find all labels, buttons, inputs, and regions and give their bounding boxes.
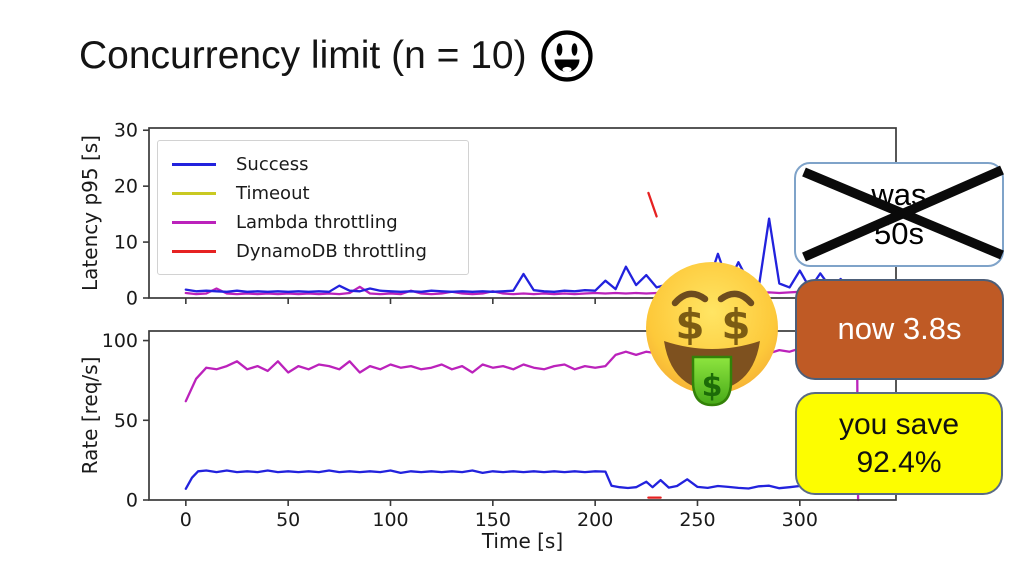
legend-label: Success (236, 154, 309, 175)
smiley-open-mouth-icon (540, 30, 593, 82)
y-tick-label: 0 (126, 490, 138, 512)
legend-label: Timeout (236, 183, 310, 204)
x-tick-label: 50 (276, 509, 300, 531)
legend-line-swatch (172, 221, 216, 224)
legend-line-swatch (172, 250, 216, 253)
legend-item-lambda-throttling: Lambda throttling (172, 208, 456, 237)
chart-legend: Success Timeout Lambda throttling DynamoDB … (157, 140, 469, 275)
legend-item-timeout: Timeout (172, 179, 456, 208)
svg-text:$: $ (675, 300, 704, 349)
cross-out-x-icon (802, 165, 1004, 262)
y-tick-label: 10 (114, 232, 138, 254)
x-tick-label: 150 (475, 509, 511, 531)
y-tick-label: 30 (114, 120, 138, 142)
legend-label: Lambda throttling (236, 212, 398, 233)
x-axis-label: Time [s] (481, 529, 563, 553)
y-tick-label: 100 (102, 330, 138, 352)
svg-text:$: $ (702, 369, 723, 404)
x-tick-label: 300 (782, 509, 818, 531)
x-tick-label: 250 (679, 509, 715, 531)
x-tick-label: 100 (372, 509, 408, 531)
now-callout: now 3.8s (795, 279, 1004, 380)
series-success (184, 469, 863, 490)
save-value: 92.4% (856, 445, 942, 479)
x-tick-label: 200 (577, 509, 613, 531)
was-50s-callout: was 50s (794, 162, 1004, 267)
save-callout: you save 92.4% (795, 392, 1003, 495)
x-tick-label: 0 (180, 509, 192, 531)
now-value: now 3.8s (837, 311, 962, 347)
legend-line-swatch (172, 163, 216, 166)
legend-item-success: Success (172, 150, 456, 179)
save-label: you save (838, 408, 960, 441)
series-dynamodb-throttling (647, 191, 658, 218)
y-axis-label: Rate [req/s] (78, 357, 102, 475)
y-tick-label: 50 (114, 410, 138, 432)
title-text: Concurrency limit (n = 10) (79, 34, 527, 77)
money-mouth-face-icon: $ $ $ (646, 262, 778, 407)
y-tick-label: 20 (114, 176, 138, 198)
legend-item-dynamodb-throttling: DynamoDB throttling (172, 237, 456, 266)
svg-text:$: $ (721, 300, 750, 349)
slide-title: Concurrency limit (n = 10) (79, 28, 595, 84)
legend-line-swatch (172, 192, 216, 195)
y-axis-label: Latency p95 [s] (78, 135, 102, 291)
y-tick-label: 0 (126, 288, 138, 310)
legend-label: DynamoDB throttling (236, 241, 427, 262)
